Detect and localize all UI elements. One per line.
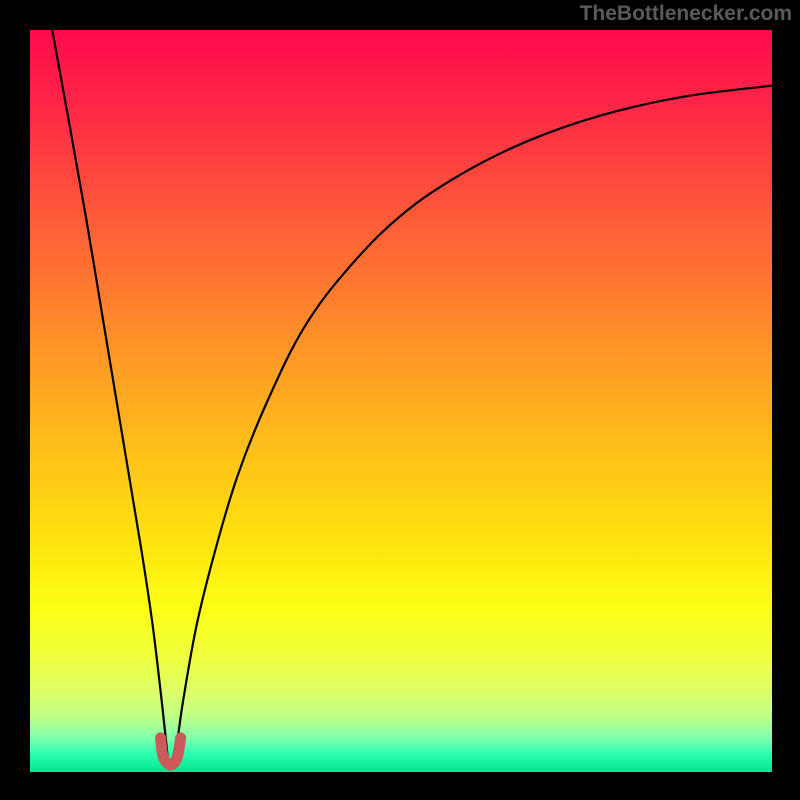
- gradient-background: [30, 30, 772, 772]
- chart-container: TheBottlenecker.com: [0, 0, 800, 800]
- bottleneck-chart: [0, 0, 800, 800]
